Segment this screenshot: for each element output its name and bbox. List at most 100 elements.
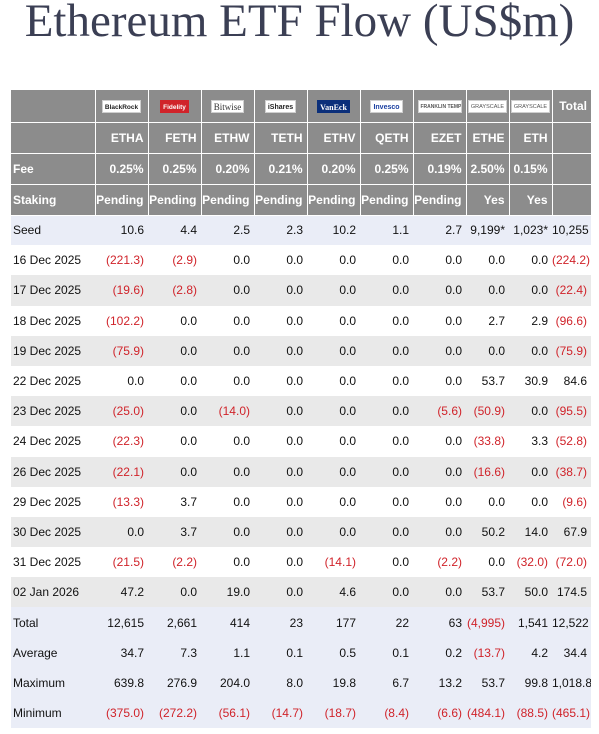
row-total-cell: 84.6 — [552, 365, 591, 397]
ticker-cell: ETH — [509, 122, 553, 154]
table-row: 16 Dec 2025 (221.3) (2.9) 0.0 0.0 0.0 0.0 0.0 0.… — [11, 245, 591, 276]
flow-cell: 0.0 — [413, 456, 466, 487]
table-row: 17 Dec 2025 (19.6) (2.8) 0.0 0.0 0.0 0.0 0.0 0.0… — [11, 275, 591, 306]
flow-cell: (16.6) — [466, 456, 509, 487]
flow-cell: 0.0 — [307, 245, 360, 276]
flow-cell: 0.0 — [413, 486, 466, 517]
bitwise-logo: Bitwise — [210, 99, 245, 113]
stat-cell: 7.3 — [148, 637, 201, 668]
flow-cell: 0.0 — [413, 365, 466, 397]
flow-cell: 0.0 — [413, 516, 466, 548]
corner-cell — [11, 90, 96, 123]
flow-cell: 0.0 — [509, 275, 552, 306]
flow-cell: 9,199* — [466, 215, 509, 246]
row-date-label: 26 Dec 2025 — [11, 456, 95, 487]
flow-cell: 14.0 — [509, 516, 552, 548]
stat-cell: 19.8 — [307, 667, 360, 698]
stat-cell: 12,522 — [552, 607, 591, 638]
flow-cell: 0.0 — [360, 577, 413, 608]
flow-cell: 0.0 — [466, 335, 509, 366]
flow-cell: 0.0 — [148, 365, 201, 397]
flow-cell: 0.0 — [148, 456, 201, 487]
row-total-cell: (72.0) — [552, 547, 591, 578]
flow-cell: 2.7 — [413, 215, 466, 246]
flow-cell: (2.2) — [148, 547, 201, 578]
flow-cell: 0.0 — [466, 245, 509, 276]
fee-cell: 0.21% — [254, 153, 308, 185]
flow-cell: 0.0 — [509, 486, 552, 517]
table-row: 31 Dec 2025 (21.5) (2.2) 0.0 0.0 (14.1) 0.0 (2.… — [11, 547, 591, 578]
flow-cell: (33.8) — [466, 426, 509, 457]
flow-cell: 0.0 — [254, 456, 307, 487]
staking-cell: Yes — [509, 184, 553, 216]
stat-cell: 0.1 — [254, 637, 307, 668]
row-date-label: 23 Dec 2025 — [11, 396, 95, 427]
fee-total-cell — [552, 153, 591, 185]
stat-cell: 177 — [307, 607, 360, 638]
row-total-cell: (9.6) — [552, 486, 591, 517]
flow-cell: 0.0 — [360, 396, 413, 427]
stat-cell: 8.0 — [254, 667, 307, 698]
flow-cell: 0.0 — [95, 516, 148, 548]
row-date-label: 22 Dec 2025 — [11, 365, 95, 397]
seed-row: Seed 10.6 4.4 2.5 2.3 10.2 1.1 2.7 9,199* 1,023* 1… — [11, 215, 591, 246]
fee-cell: 2.50% — [466, 153, 510, 185]
flow-cell: 3.7 — [148, 486, 201, 517]
fee-cell: 0.20% — [307, 153, 361, 185]
flow-cell: 0.0 — [360, 275, 413, 306]
staking-cell: Pending — [307, 184, 361, 216]
stat-cell: 13.2 — [413, 667, 466, 698]
row-total-cell: 10,255 — [552, 215, 591, 246]
flow-cell: 2.9 — [509, 305, 552, 336]
flow-cell: 0.0 — [466, 486, 509, 517]
row-date-label: 19 Dec 2025 — [11, 335, 95, 366]
flow-cell: 0.0 — [509, 456, 552, 487]
flow-cell: 0.0 — [201, 456, 254, 487]
flow-cell: 10.6 — [95, 215, 148, 246]
stat-label: Total — [11, 607, 95, 638]
stat-cell: 12,615 — [95, 607, 148, 638]
ticker-cell: ETHW — [201, 122, 255, 154]
stat-cell: 0.1 — [360, 637, 413, 668]
flow-cell: 1.1 — [360, 215, 413, 246]
row-date-label: 16 Dec 2025 — [11, 245, 95, 276]
flow-cell: (13.3) — [95, 486, 148, 517]
flow-cell: 2.7 — [466, 305, 509, 336]
flow-cell: 0.0 — [413, 275, 466, 306]
staking-cell: Pending — [254, 184, 308, 216]
table-row: 24 Dec 2025 (22.3) 0.0 0.0 0.0 0.0 0.0 0.0 (33.8… — [11, 426, 591, 457]
row-date-label: 29 Dec 2025 — [11, 486, 95, 517]
flow-cell: (2.8) — [148, 275, 201, 306]
ishares-logo: iShares — [264, 99, 297, 113]
blackrock-logo: BlackRock — [101, 99, 142, 113]
row-total-cell: (52.8) — [552, 426, 591, 457]
stat-cell: 204.0 — [201, 667, 254, 698]
stat-cell: (6.6) — [413, 698, 466, 729]
flow-cell: 0.0 — [201, 275, 254, 306]
flow-cell: (50.9) — [466, 396, 509, 427]
flow-cell: 50.2 — [466, 516, 509, 548]
flow-cell: 0.0 — [413, 426, 466, 457]
staking-total-cell — [552, 184, 591, 216]
row-total-cell: (75.9) — [552, 335, 591, 366]
page-title: Ethereum ETF Flow (US$m) — [24, 0, 575, 47]
row-total-cell: (38.7) — [552, 456, 591, 487]
flow-cell: (14.0) — [201, 396, 254, 427]
flow-cell: 0.0 — [360, 365, 413, 397]
stat-cell: 63 — [413, 607, 466, 638]
flow-cell: (25.0) — [95, 396, 148, 427]
stat-cell: 53.7 — [466, 667, 509, 698]
flow-cell: 0.0 — [509, 335, 552, 366]
flow-cell: 3.7 — [148, 516, 201, 548]
flow-cell: 0.0 — [413, 577, 466, 608]
staking-label: Staking — [11, 184, 96, 216]
total-header: Total — [552, 90, 591, 123]
stat-cell: 34.7 — [95, 637, 148, 668]
etf-flow-table: BlackRock Fidelity Bitwise iShares VanEc… — [11, 90, 591, 729]
flow-cell: 0.0 — [413, 305, 466, 336]
row-total-cell: (95.5) — [552, 396, 591, 427]
flow-cell: 0.0 — [360, 245, 413, 276]
ticker-cell: FETH — [148, 122, 202, 154]
flow-cell: 0.0 — [360, 486, 413, 517]
table-row: 02 Jan 2026 47.2 0.0 19.0 0.0 4.6 0.0 0.0 53.7 50… — [11, 577, 591, 608]
